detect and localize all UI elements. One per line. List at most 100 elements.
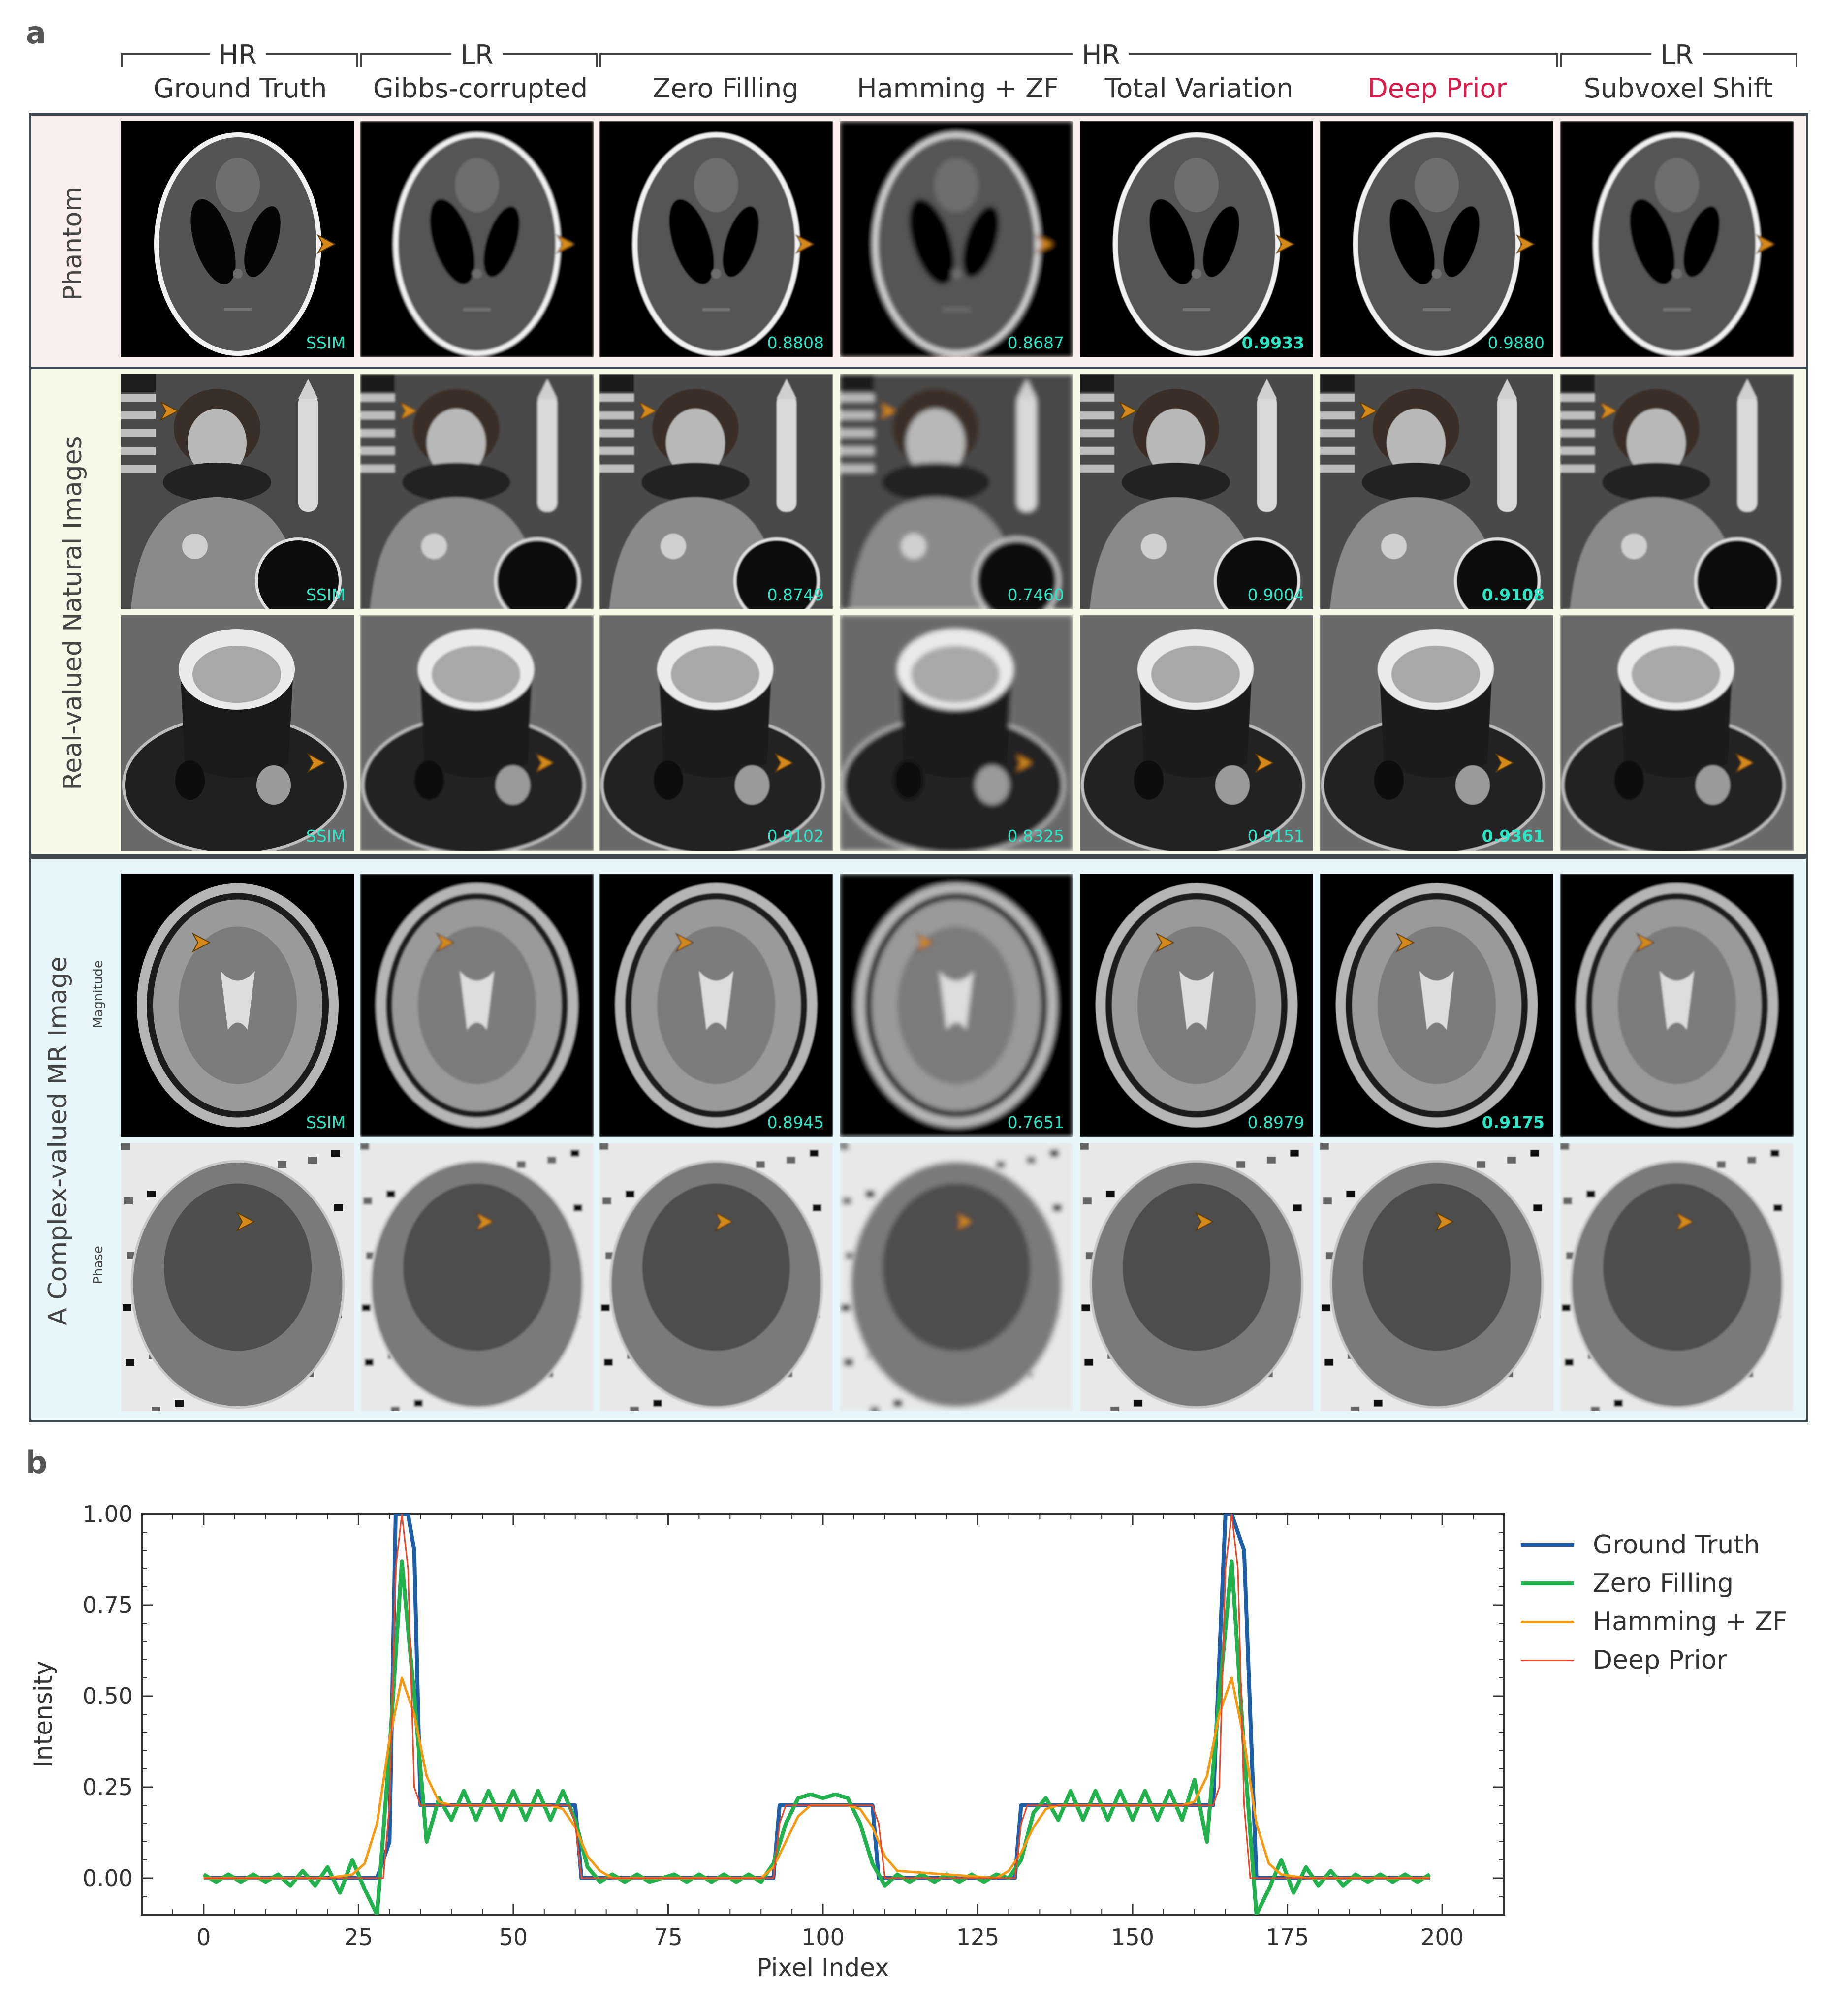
legend-label: Deep Prior [1593,1645,1728,1675]
arrow-marker-icon [236,1211,255,1232]
arrow-marker-icon [1435,1211,1454,1232]
x-tick-label: 150 [1111,1924,1154,1951]
phase-image-4 [1080,1143,1313,1411]
ssim-value: 0.7460 [1007,585,1064,604]
phase-image-3 [840,1143,1073,1411]
legend-swatch [1521,1543,1574,1547]
legend-swatch [1521,1659,1574,1661]
legend-item: Deep Prior [1521,1641,1787,1679]
panel-b-label: b [26,1445,48,1480]
magnitude-image-1 [360,874,594,1137]
legend-label: Zero Filling [1593,1569,1734,1598]
arrow-marker-icon [1395,932,1415,953]
legend-swatch [1521,1620,1574,1623]
arrow-marker-icon [436,932,455,953]
ssim-value: 0.9151 [1247,826,1304,846]
x-tick-label: 125 [956,1924,1000,1951]
ssim-value: 0.9880 [1487,333,1545,352]
section-title-phantom: Phantom [58,187,88,301]
arrow-marker-icon [1358,401,1378,421]
series-line-zero-filling [202,1559,1431,1915]
arrow-marker-icon [1118,401,1138,421]
arrow-marker-icon [1756,234,1775,254]
ssim-value: 0.9108 [1482,585,1545,604]
x-tick-label: 175 [1266,1924,1309,1951]
arrow-marker-icon [191,932,211,953]
series-line-deep-prior [203,1514,1430,1879]
column-header-deep-prior: Deep Prior [1367,73,1507,104]
y-tick-label: 0.75 [83,1592,133,1618]
chart-legend: Ground Truth Zero Filling Hamming + ZF Deep… [1521,1526,1787,1679]
astronaut-image-1 [360,374,594,609]
astronaut-image-3: 0.7460 [840,374,1073,609]
ssim-value: SSIM [306,826,346,846]
arrow-marker-icon [475,1211,495,1232]
ssim-value: SSIM [306,333,346,352]
magnitude-image-2: 0.8945 [599,874,833,1137]
arrow-marker-icon [795,234,815,254]
ssim-value: SSIM [306,1113,346,1132]
phase-image-6 [1560,1143,1794,1411]
phase-image-0 [121,1143,354,1411]
phantom-image-4: 0.9933 [1080,121,1313,357]
column-header-ground-truth: Ground Truth [153,73,327,104]
column-header-zero-filling: Zero Filling [652,73,799,104]
coffee-image-5: 0.9361 [1320,615,1553,850]
astronaut-image-6 [1560,374,1794,609]
intensity-profile-chart: 0 25 50 75 100 125 150 175 200 0.00 0.25 0.50 0.75 1.… [29,1501,1505,1982]
x-axis-label: Pixel Index [757,1953,889,1982]
magnitude-image-4: 0.8979 [1080,874,1313,1137]
ssim-value: 0.8808 [767,333,824,352]
phantom-image-3: 0.8687 [840,121,1073,357]
phase-image-1 [360,1143,594,1411]
astronaut-image-4: 0.9004 [1080,374,1313,609]
ssim-value: 0.8749 [767,585,824,604]
ssim-value: 0.9361 [1482,826,1545,846]
legend-item: Hamming + ZF [1521,1603,1787,1641]
arrow-marker-icon [535,753,555,773]
arrow-marker-icon [638,401,658,421]
arrow-marker-icon [556,234,575,254]
ssim-value: 0.8687 [1007,333,1064,352]
phantom-image-5: 0.9880 [1320,121,1553,357]
legend-label: Ground Truth [1593,1530,1760,1560]
arrow-marker-icon [1636,932,1655,953]
arrow-marker-icon [1675,1211,1695,1232]
phantom-image-2: 0.8808 [599,121,833,357]
legend-item: Zero Filling [1521,1564,1787,1603]
arrow-marker-icon [1495,753,1514,773]
phase-image-2 [599,1143,833,1411]
y-tick-label: 0.50 [83,1683,133,1709]
arrow-marker-icon [1735,753,1755,773]
arrow-marker-icon [675,932,694,953]
ssim-value: SSIM [306,585,346,604]
ssim-value: 0.9175 [1482,1113,1545,1132]
arrow-marker-icon [307,753,326,773]
section-title-natural: Real-valued Natural Images [58,436,88,790]
x-tick-label: 25 [344,1924,373,1951]
y-tick-label: 0.25 [83,1774,133,1800]
group-label-lr-1: LR [451,39,503,70]
arrow-marker-icon [1599,401,1618,421]
arrow-marker-icon [1014,753,1034,773]
arrow-marker-icon [159,401,179,421]
ssim-value: 0.8325 [1007,826,1064,846]
group-label-lr-2: LR [1651,39,1703,70]
arrow-marker-icon [954,1211,974,1232]
legend-item: Ground Truth [1521,1526,1787,1564]
magnitude-image-5: 0.9175 [1320,874,1553,1137]
column-header-hamming-zf: Hamming + ZF [856,73,1059,104]
ssim-value: 0.8945 [767,1113,824,1132]
coffee-image-2: 0.9102 [599,615,833,850]
magnitude-image-6 [1560,874,1794,1137]
plot-frame [141,1513,1505,1916]
x-tick-label: 0 [196,1924,211,1951]
y-tick-label: 1.00 [83,1501,133,1527]
phantom-image-6 [1560,121,1794,357]
arrow-marker-icon [1255,753,1274,773]
astronaut-image-5: 0.9108 [1320,374,1553,609]
y-axis-label: Intensity [29,1661,58,1768]
section-title-mr: A Complex-valued MR Image [43,956,73,1325]
x-tick-label: 200 [1420,1924,1464,1951]
magnitude-image-3: 0.7651 [840,874,1073,1137]
